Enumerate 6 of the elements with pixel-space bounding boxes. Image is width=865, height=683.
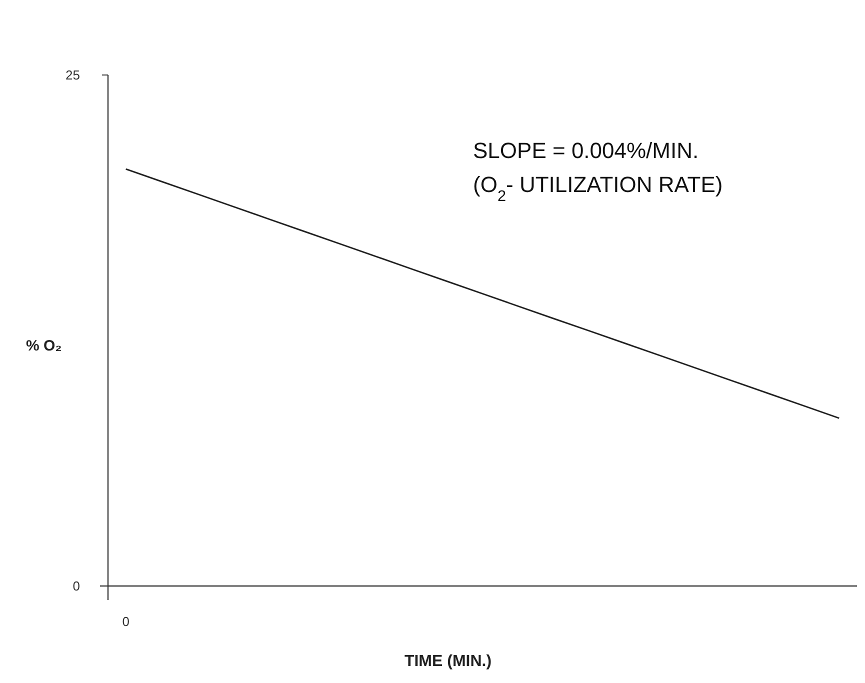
annotation: SLOPE = 0.004%/MIN. [473, 138, 699, 163]
annotation: (O$_{2}$- UTILIZATION RATE) [473, 172, 723, 204]
line-series [125, 168, 840, 419]
y-axis-title: % O₂ [26, 338, 62, 354]
y-tick-label: 25 [66, 68, 80, 83]
x-axis-title: TIME (MIN.) [404, 653, 492, 670]
